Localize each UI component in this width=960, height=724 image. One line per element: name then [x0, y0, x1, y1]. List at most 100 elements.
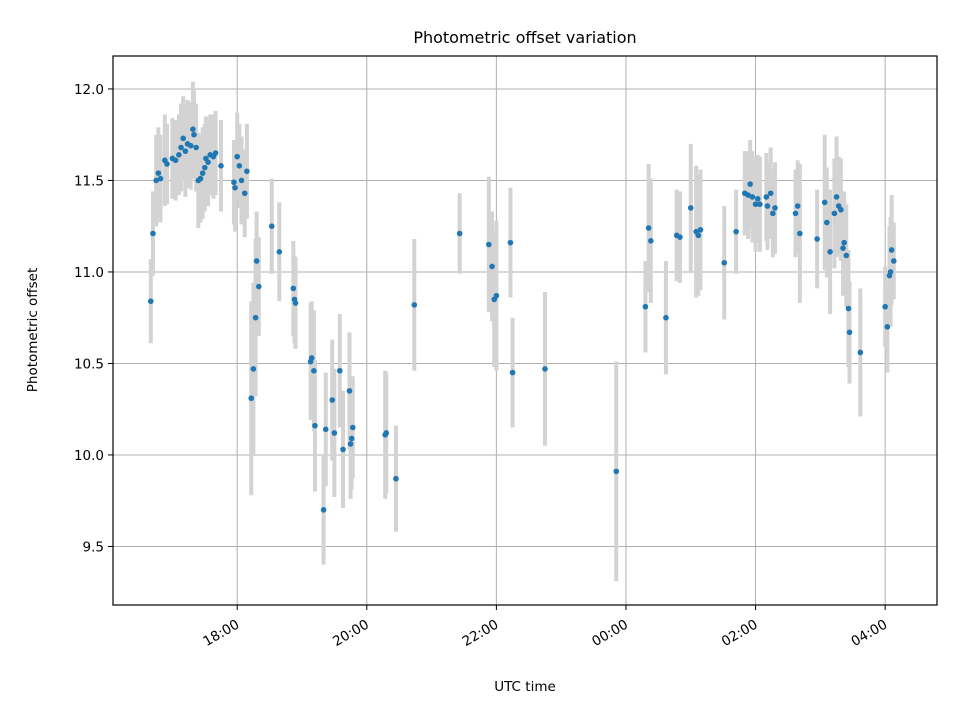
- data-point: [747, 181, 753, 187]
- data-point: [509, 369, 516, 376]
- data-point: [845, 305, 852, 312]
- data-point: [697, 227, 704, 233]
- chart-title: Photometric offset variation: [413, 28, 636, 47]
- data-point: [827, 249, 833, 255]
- y-tick-label: 10.0: [74, 448, 104, 464]
- data-point: [645, 225, 652, 231]
- data-point: [205, 159, 211, 165]
- data-point: [663, 314, 669, 321]
- data-point: [231, 179, 237, 186]
- data-point: [290, 285, 297, 292]
- y-tick-label: 12.0: [74, 82, 104, 98]
- data-point: [349, 424, 356, 431]
- data-point: [749, 194, 756, 200]
- data-point: [232, 184, 238, 191]
- data-point: [236, 163, 243, 169]
- data-point: [178, 144, 184, 151]
- data-point: [763, 194, 770, 200]
- data-point: [155, 170, 162, 176]
- errorbar-layer: [148, 81, 896, 582]
- data-point: [336, 367, 343, 374]
- data-point: [846, 329, 853, 336]
- y-axis-label: Photometric offset: [25, 268, 41, 392]
- data-point: [888, 247, 895, 253]
- data-point: [792, 210, 799, 217]
- data-point: [191, 131, 197, 138]
- data-point: [322, 426, 329, 433]
- data-point: [182, 148, 189, 154]
- data-point: [695, 232, 702, 239]
- data-point: [187, 142, 194, 149]
- data-point: [180, 135, 186, 142]
- data-point: [250, 366, 257, 372]
- data-point: [276, 249, 283, 255]
- plot-frame: [112, 55, 938, 606]
- data-point: [252, 314, 259, 321]
- data-point: [797, 230, 803, 237]
- y-tick-label: 10.5: [74, 356, 104, 372]
- x-axis-label: UTC time: [494, 679, 556, 695]
- data-point: [153, 177, 159, 184]
- data-point: [843, 252, 850, 259]
- data-point: [234, 153, 240, 160]
- data-point: [383, 430, 390, 436]
- data-point: [542, 366, 548, 372]
- data-point: [311, 367, 317, 374]
- data-point: [489, 263, 495, 270]
- data-point: [882, 303, 888, 310]
- data-point: [833, 194, 840, 200]
- data-point: [884, 324, 891, 330]
- data-point: [824, 219, 830, 226]
- data-point: [814, 236, 820, 242]
- data-point: [238, 177, 245, 184]
- data-point: [648, 238, 654, 244]
- data-point: [218, 163, 224, 169]
- data-point: [772, 205, 778, 211]
- y-tick-label: 11.0: [74, 265, 104, 281]
- data-point: [157, 175, 164, 182]
- data-point: [312, 422, 318, 429]
- data-point: [752, 201, 759, 208]
- data-point: [721, 259, 728, 266]
- x-tick-label: 18:00: [201, 617, 243, 650]
- data-point: [172, 157, 179, 164]
- data-point: [507, 239, 514, 246]
- data-point: [887, 269, 894, 275]
- data-point: [340, 446, 346, 453]
- data-point: [754, 195, 761, 202]
- data-point: [241, 190, 248, 197]
- x-tick-label: 00:00: [589, 617, 631, 650]
- data-point: [255, 283, 262, 290]
- data-point: [329, 397, 336, 403]
- data-point: [331, 430, 338, 436]
- data-point: [831, 210, 838, 217]
- data-point: [745, 192, 751, 198]
- data-point: [201, 164, 208, 171]
- x-tick-label: 22:00: [460, 617, 502, 650]
- data-point: [770, 210, 776, 217]
- point-layer: [147, 126, 897, 513]
- data-point: [857, 349, 864, 356]
- data-point: [687, 205, 694, 211]
- y-tick-label: 9.5: [83, 539, 104, 555]
- data-point: [764, 203, 771, 209]
- data-point: [411, 302, 418, 308]
- data-point: [348, 435, 355, 442]
- data-point: [794, 203, 801, 209]
- x-axis-ticks: 18:00 20:00 22:00 00:00 02:00 04:00: [201, 605, 890, 650]
- data-point: [190, 126, 196, 132]
- data-point: [767, 190, 774, 197]
- y-tick-label: 11.5: [74, 173, 104, 189]
- data-point: [308, 355, 315, 361]
- data-point: [393, 475, 399, 482]
- data-point: [164, 161, 170, 167]
- data-point: [757, 201, 763, 208]
- data-point: [838, 206, 844, 213]
- data-point: [891, 258, 897, 264]
- data-point: [456, 230, 463, 237]
- data-point: [150, 230, 156, 237]
- data-point: [840, 245, 846, 251]
- y-axis-ticks: 9.5 10.0 10.5 11.0 11.5 12.0: [74, 82, 113, 555]
- x-tick-label: 02:00: [719, 617, 761, 650]
